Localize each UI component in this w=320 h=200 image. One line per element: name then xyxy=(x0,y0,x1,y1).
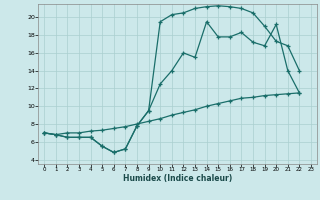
X-axis label: Humidex (Indice chaleur): Humidex (Indice chaleur) xyxy=(123,174,232,183)
